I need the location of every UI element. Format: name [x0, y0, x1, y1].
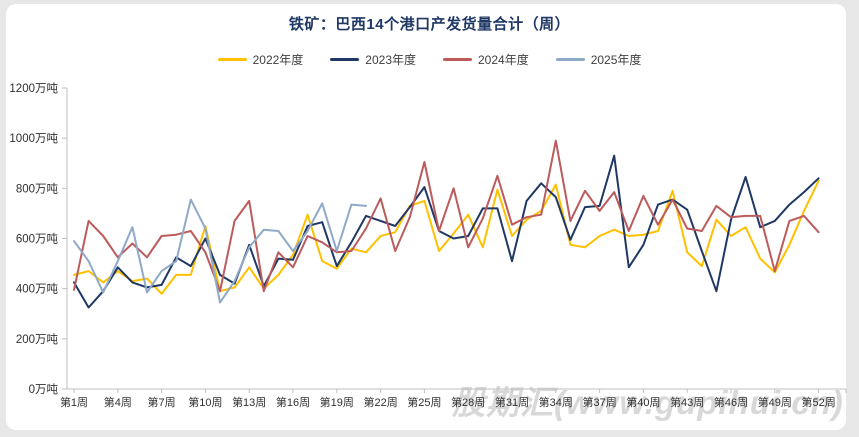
legend-item-2025年度: 2025年度 — [555, 51, 642, 68]
x-axis-tick-label: 第25周 — [407, 395, 441, 409]
x-axis-tick-label: 第16周 — [276, 395, 310, 409]
y-axis-tick-label: 600万吨 — [16, 233, 59, 246]
legend-item-2024年度: 2024年度 — [443, 51, 529, 68]
x-axis-tick-label: 第46周 — [714, 395, 748, 409]
x-axis-tick-label: 第28周 — [451, 395, 485, 409]
x-axis-tick-label: 第22周 — [363, 395, 397, 409]
x-axis-tick-label: 第4周 — [104, 395, 132, 409]
x-axis-tick-label: 第13周 — [232, 395, 266, 409]
x-axis-tick-label: 第7周 — [148, 395, 176, 409]
legend-item-2022年度: 2022年度 — [217, 51, 304, 68]
x-axis-tick-label: 第43周 — [670, 395, 704, 409]
legend-line-swatch — [217, 58, 247, 61]
y-axis-tick-label: 200万吨 — [16, 333, 59, 346]
y-axis-tick-label: 1200万吨 — [9, 82, 58, 95]
watermark: 股期汇(www.gupihui.cn) — [452, 384, 844, 421]
series-line-2025年度 — [73, 198, 367, 304]
legend-label: 2022年度 — [252, 53, 304, 67]
legend-line-swatch — [555, 58, 585, 61]
x-axis-tick-label: 第52周 — [801, 395, 835, 409]
legend-label: 2025年度 — [590, 53, 642, 67]
legend-label: 2024年度 — [478, 53, 529, 67]
x-axis-tick-label: 第10周 — [188, 395, 222, 409]
legend: 2022年度 2023年度 2024年度 2025年度 — [0, 51, 859, 68]
y-axis-tick-label: 1000万吨 — [9, 132, 58, 145]
chart-card — [6, 4, 846, 430]
legend-line-swatch — [443, 58, 472, 61]
legend-item-2023年度: 2023年度 — [330, 51, 416, 68]
x-axis-tick-label: 第19周 — [320, 395, 354, 409]
legend-line-swatch — [330, 58, 360, 61]
legend-label: 2023年度 — [365, 53, 416, 67]
series-line-2022年度 — [73, 179, 820, 295]
y-axis-tick-label: 800万吨 — [16, 182, 59, 195]
x-axis-tick-label: 第1周 — [60, 395, 88, 409]
x-axis-tick-label: 第49周 — [758, 395, 792, 409]
x-axis-tick-label: 第40周 — [626, 395, 660, 409]
chart-title: 铁矿：巴西14个港口产发货量合计（周） — [288, 16, 571, 33]
y-axis-tick-label: 0万吨 — [29, 383, 59, 396]
y-axis-tick-label: 400万吨 — [16, 283, 59, 296]
x-axis-tick-label: 第37周 — [582, 395, 616, 409]
x-axis-tick-label: 第31周 — [495, 395, 529, 409]
x-axis-tick-label: 第34周 — [539, 395, 573, 409]
series-line-2024年度 — [73, 139, 820, 293]
